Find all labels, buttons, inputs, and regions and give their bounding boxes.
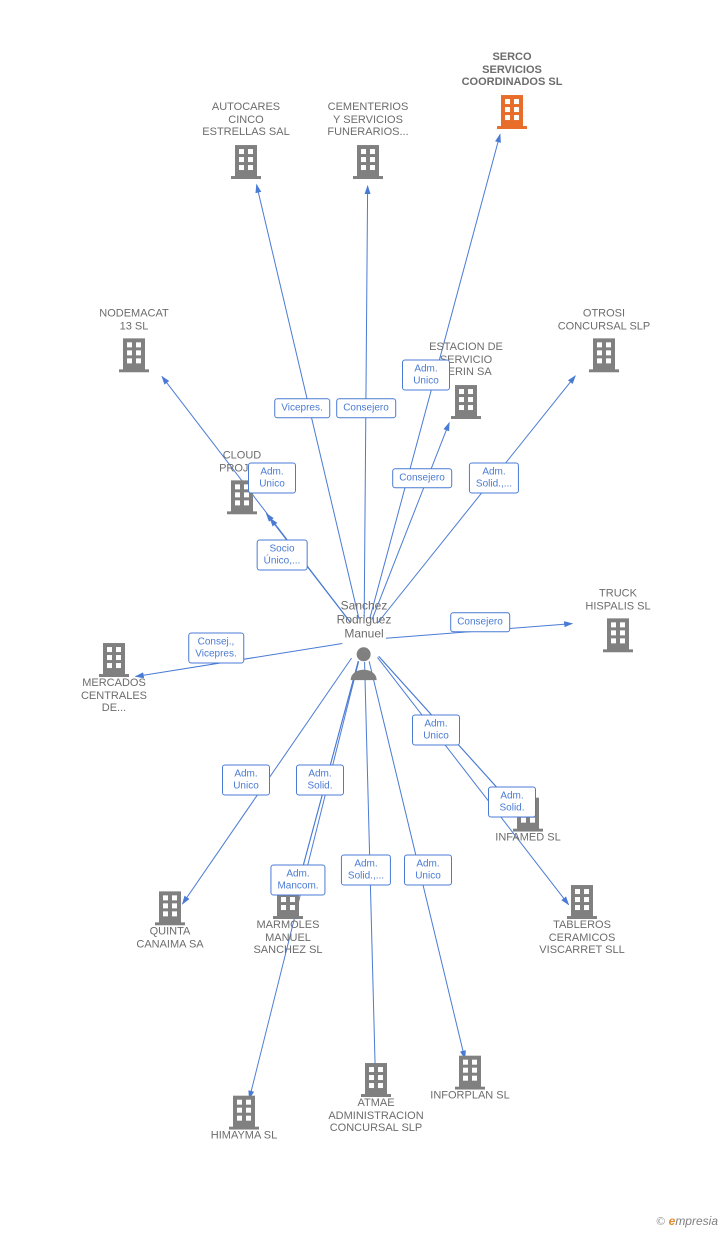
- edge-line: [372, 423, 449, 620]
- edge-label: Adm.Solid.: [296, 765, 344, 796]
- edge-label: Consej.,Vicepres.: [188, 633, 244, 664]
- edge-label: Adm.Solid.,...: [469, 463, 519, 494]
- edge-label: Adm.Unico: [404, 855, 452, 886]
- edge-label: Vicepres.: [274, 398, 330, 418]
- edge-label: Adm.Solid.: [488, 787, 536, 818]
- edge-label: Adm.Unico: [412, 715, 460, 746]
- edge-label: Adm.Unico: [222, 765, 270, 796]
- diagram-canvas: [0, 0, 728, 1235]
- edge-label: Consejero: [450, 612, 510, 632]
- edge-label: Adm.Solid.,...: [341, 855, 391, 886]
- footer: © empresia: [656, 1214, 718, 1229]
- edge-line: [378, 376, 576, 623]
- edge-label: Adm.Mancom.: [270, 865, 325, 896]
- brand: empresia: [669, 1214, 718, 1228]
- edge-label: Adm.Unico: [248, 463, 296, 494]
- edge-label: Consejero: [392, 468, 452, 488]
- edge-label: Consejero: [336, 398, 396, 418]
- edge-label: Adm.Unico: [402, 360, 450, 391]
- copyright-char: ©: [656, 1214, 665, 1228]
- edge-label: SocioÚnico,...: [257, 540, 308, 571]
